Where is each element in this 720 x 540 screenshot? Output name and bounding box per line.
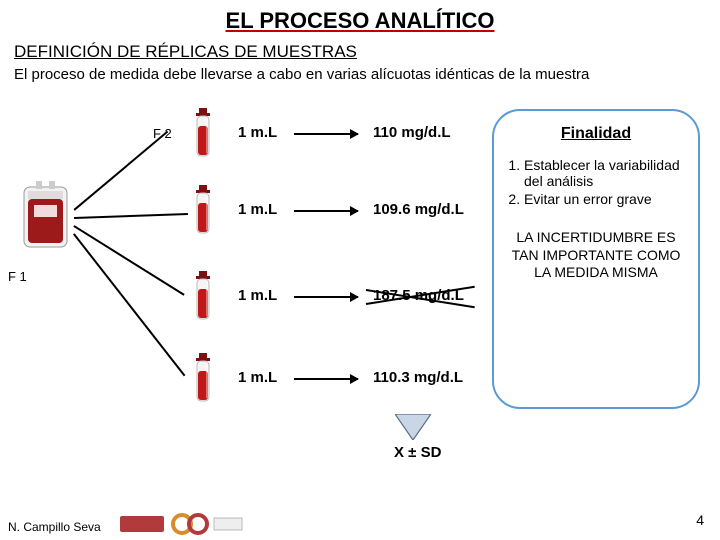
panel-title: Finalidad (504, 125, 688, 143)
result-label: 109.6 mg/d.L (373, 201, 464, 218)
branch-line (74, 213, 188, 218)
f1-label: F 1 (8, 269, 27, 284)
volume-label: 1 m.L (238, 124, 277, 141)
branch-line (74, 225, 185, 295)
stat-label: X ± SD (394, 444, 441, 461)
finalidad-panel: Finalidad Establecer la variabilidad del… (492, 109, 700, 409)
vial-icon (192, 183, 214, 238)
page-title: EL PROCESO ANALÍTICO (0, 0, 720, 34)
arrow-icon (294, 133, 358, 135)
arrow-icon (294, 296, 358, 298)
arrow-icon (294, 378, 358, 380)
panel-emphasis: LA INCERTIDUMBRE ES TAN IMPORTANTE COMO … (504, 229, 688, 282)
volume-label: 1 m.L (238, 369, 277, 386)
panel-list: Establecer la variabilidad del análisis … (504, 157, 688, 207)
diagram-area: F 1 F 2 1 m.L 110 mg/d.L 1 m.L 109.6 mg/… (0, 91, 720, 471)
section-subtitle: DEFINICIÓN DE RÉPLICAS DE MUESTRAS (0, 34, 720, 64)
author-footer: N. Campillo Seva (8, 520, 101, 534)
vial-icon (192, 269, 214, 324)
blood-bag-icon (18, 181, 73, 256)
vial-icon (192, 351, 214, 406)
result-label: 110.3 mg/d.L (373, 369, 463, 386)
volume-label: 1 m.L (238, 287, 277, 304)
result-label: 110 mg/d.L (373, 124, 451, 141)
footer-logos-icon (120, 512, 250, 536)
panel-item: Evitar un error grave (524, 191, 688, 207)
branch-line (74, 131, 168, 211)
panel-item: Establecer la variabilidad del análisis (524, 157, 688, 189)
branch-line (73, 233, 185, 376)
page-number: 4 (696, 512, 704, 528)
volume-label: 1 m.L (238, 201, 277, 218)
section-description: El proceso de medida debe llevarse a cab… (0, 64, 720, 91)
down-arrow-icon (395, 414, 431, 440)
vial-icon (192, 106, 214, 161)
arrow-icon (294, 210, 358, 212)
